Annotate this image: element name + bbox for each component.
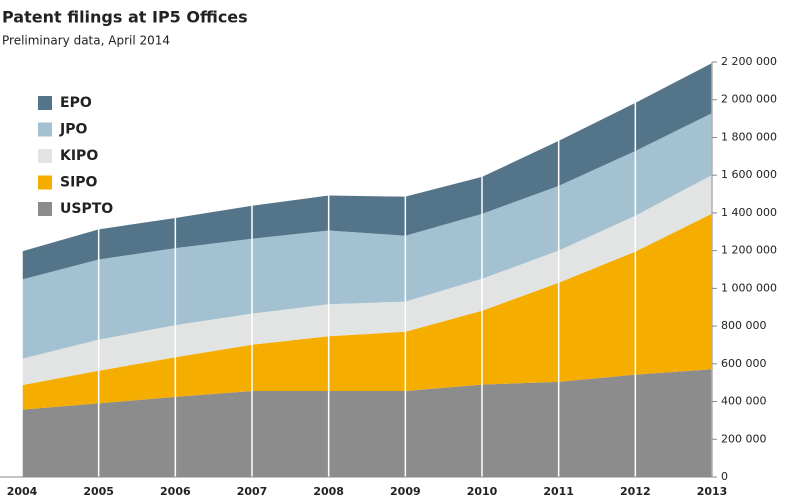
legend-label: EPO (60, 95, 92, 111)
x-tick-label: 2004 (7, 485, 38, 498)
y-tick-label: 200 000 (721, 432, 767, 445)
area (22, 369, 712, 477)
x-tick-label: 2008 (313, 485, 344, 498)
legend-swatch (38, 202, 52, 216)
legend-swatch (38, 122, 52, 137)
area (22, 63, 712, 280)
area (22, 113, 712, 359)
legend-label: SIPO (60, 175, 98, 191)
chart-title: Patent filings at IP5 Offices (2, 8, 248, 27)
y-tick-label: 800 000 (721, 319, 767, 332)
legend-swatch (38, 175, 52, 190)
legend-label: JPO (59, 122, 87, 138)
x-tick-label: 2007 (237, 485, 268, 498)
y-tick-label: 1 800 000 (721, 130, 777, 143)
x-tick-label: 2011 (543, 485, 574, 498)
area (22, 174, 712, 386)
y-tick-label: 2 200 000 (721, 55, 777, 68)
x-tick-label: 2012 (620, 485, 651, 498)
legend-swatch (38, 149, 52, 163)
legend-label: USPTO (60, 201, 113, 217)
y-tick-label: 1 600 000 (721, 168, 777, 181)
x-tick-label: 2009 (390, 485, 421, 498)
legend-label: KIPO (60, 148, 98, 164)
y-tick-label: 600 000 (721, 357, 767, 370)
y-tick-label: 2 000 000 (721, 93, 777, 106)
x-tick-label: 2006 (160, 485, 191, 498)
legend-swatch (38, 96, 52, 110)
y-tick-label: 1 200 000 (721, 244, 777, 257)
area (22, 213, 712, 410)
y-tick-label: 0 (721, 470, 728, 483)
x-tick-label: 2005 (83, 485, 114, 498)
chart-subtitle: Preliminary data, April 2014 (2, 34, 170, 48)
x-tick-label: 2013 (697, 485, 728, 498)
x-tick-label: 2010 (467, 485, 498, 498)
y-tick-label: 400 000 (721, 395, 767, 408)
y-tick-label: 1 000 000 (721, 281, 777, 294)
y-tick-label: 1 400 000 (721, 206, 777, 219)
